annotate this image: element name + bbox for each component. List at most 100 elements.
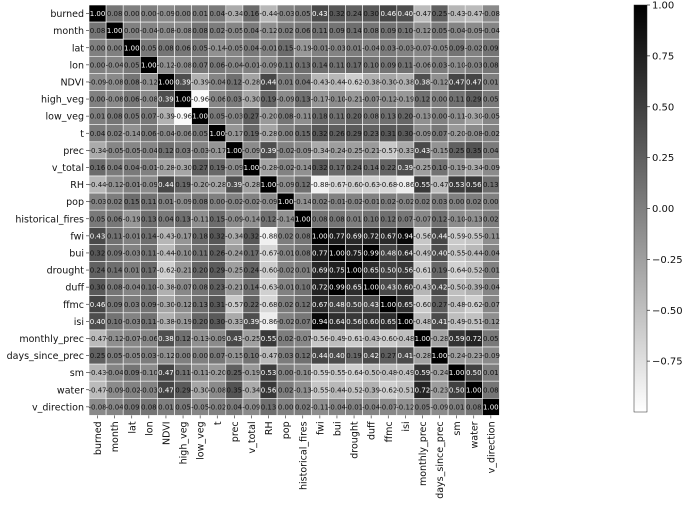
cell-value-label: 0.10 [432, 164, 448, 172]
cell-value-label: -0.12 [174, 301, 192, 309]
cell-value-label: 0.09 [329, 27, 345, 35]
row-label: t [80, 129, 84, 140]
cell-value-label: -0.08 [465, 130, 483, 138]
cell-value-label: 0.05 [295, 10, 311, 18]
cell-value-label: 0.01 [449, 403, 465, 411]
cell-value-label: -0.86 [259, 318, 278, 326]
cell-value-label: -0.48 [379, 369, 397, 377]
cell-value-label: -0.67 [259, 249, 277, 257]
cell-value-label: 0.08 [192, 198, 208, 206]
cell-value-label: 0.03 [141, 352, 157, 360]
cell-value-label: -0.09 [174, 198, 192, 206]
cell-value-label: -0.14 [123, 130, 142, 138]
cell-value-label: -0.09 [259, 198, 277, 206]
cell-value-label: -0.64 [345, 369, 364, 377]
cell-value-label: 0.44 [158, 181, 174, 189]
cell-value-label: 0.13 [175, 215, 191, 223]
colorbar-tick-label: 0.00 [652, 204, 674, 215]
cell-value-label: -0.09 [482, 352, 500, 360]
cell-value-label: -0.07 [379, 403, 397, 411]
cell-value-label: 0.17 [346, 61, 362, 69]
cell-value-label: 0.05 [209, 113, 225, 121]
cell-value-label: 0.50 [466, 369, 482, 377]
cell-value-label: -0.28 [242, 181, 260, 189]
cell-value-label: -0.13 [465, 215, 483, 223]
cell-value-label: -0.44 [328, 386, 347, 394]
cell-value-label: -0.11 [191, 369, 209, 377]
cell-value-label: 0.12 [227, 78, 243, 86]
cell-value-label: 0.18 [312, 113, 328, 121]
cell-value-label: 0.03 [380, 44, 396, 52]
cell-value-label: 0.08 [363, 27, 379, 35]
cell-value-label: 0.08 [90, 27, 106, 35]
cell-value-label: 0.10 [244, 352, 260, 360]
cell-value-label: 0.09 [124, 369, 140, 377]
cell-value-label: -0.11 [311, 403, 329, 411]
row-label: days_since_prec [7, 351, 84, 362]
cell-value-label: -0.04 [140, 27, 159, 35]
cell-value-label: 0.11 [175, 369, 191, 377]
cell-value-label: 0.00 [278, 130, 294, 138]
cell-value-label: 1.00 [415, 335, 431, 343]
cell-value-label: 0.56 [346, 318, 362, 326]
cell-value-label: -0.03 [396, 44, 414, 52]
cell-value-label: 0.39 [158, 96, 174, 104]
cell-value-label: 0.65 [398, 301, 414, 309]
cell-value-label: 0.25 [449, 147, 465, 155]
cell-value-label: 0.25 [432, 10, 448, 18]
cell-value-label: 1.00 [124, 44, 140, 52]
cell-value-label: -0.10 [174, 249, 192, 257]
cell-value-label: 0.44 [261, 78, 277, 86]
column-label: burned [93, 421, 104, 455]
cell-value-label: 0.47 [158, 369, 174, 377]
cell-value-label: -0.38 [362, 78, 380, 86]
cell-value-label: -0.12 [482, 318, 500, 326]
cell-value-label: -0.51 [465, 318, 483, 326]
cell-value-label: 0.02 [312, 198, 328, 206]
column-label: RH [264, 421, 275, 435]
cell-value-label: 0.08 [124, 78, 140, 86]
cell-value-label: -0.12 [379, 96, 397, 104]
cell-value-label: 0.03 [124, 301, 140, 309]
cell-value-label: 0.30 [398, 130, 414, 138]
colorbar-gradient [633, 4, 648, 413]
cell-value-label: 0.75 [346, 249, 362, 257]
cell-value-label: -0.05 [106, 147, 124, 155]
column-label: historical_fires [298, 421, 309, 490]
cell-value-label: 0.39 [398, 164, 414, 172]
cell-value-label: -0.59 [311, 369, 329, 377]
cell-value-label: -0.28 [430, 335, 448, 343]
cell-value-label: -0.28 [259, 164, 277, 172]
cell-value-label: 0.32 [209, 232, 225, 240]
cell-value-label: 0.02 [107, 198, 123, 206]
cell-value-label: 0.44 [432, 232, 448, 240]
cell-value-label: 0.04 [107, 164, 123, 172]
cell-value-label: -0.34 [225, 232, 244, 240]
cell-value-label: -0.59 [448, 232, 466, 240]
cell-value-label: 0.11 [141, 318, 157, 326]
cell-value-label: -0.61 [345, 335, 363, 343]
cell-value-label: -0.06 [208, 96, 227, 104]
cell-value-label: 0.19 [346, 352, 362, 360]
cell-value-label: -0.48 [413, 318, 431, 326]
cell-value-label: 0.05 [483, 335, 499, 343]
cell-value-label: 0.38 [415, 78, 431, 86]
column-label: v_total [247, 421, 258, 453]
cell-value-label: -0.48 [448, 301, 466, 309]
colorbar-ticks: 1.00 0.75 0.50 0.25 0.00 −0.25 −0.50 −0.75 [647, 1, 683, 368]
cell-value-label: 0.05 [432, 27, 448, 35]
row-label: bui [69, 248, 84, 259]
cell-value-label: 0.38 [158, 335, 174, 343]
cell-value-label: 0.02 [278, 335, 294, 343]
cell-value-label: 0.19 [261, 96, 277, 104]
cell-value-label: -0.04 [140, 147, 159, 155]
column-label: bui [332, 421, 343, 436]
cell-value-label: 0.12 [295, 301, 311, 309]
cell-value-label: 0.11 [398, 61, 414, 69]
cell-value-label: 0.94 [398, 232, 414, 240]
cell-value-label: 0.15 [209, 215, 225, 223]
cell-value-label: 0.02 [483, 215, 499, 223]
cell-value-label: -0.14 [208, 44, 227, 52]
cell-value-label: 0.09 [449, 44, 465, 52]
cell-value-label: -0.49 [328, 335, 346, 343]
